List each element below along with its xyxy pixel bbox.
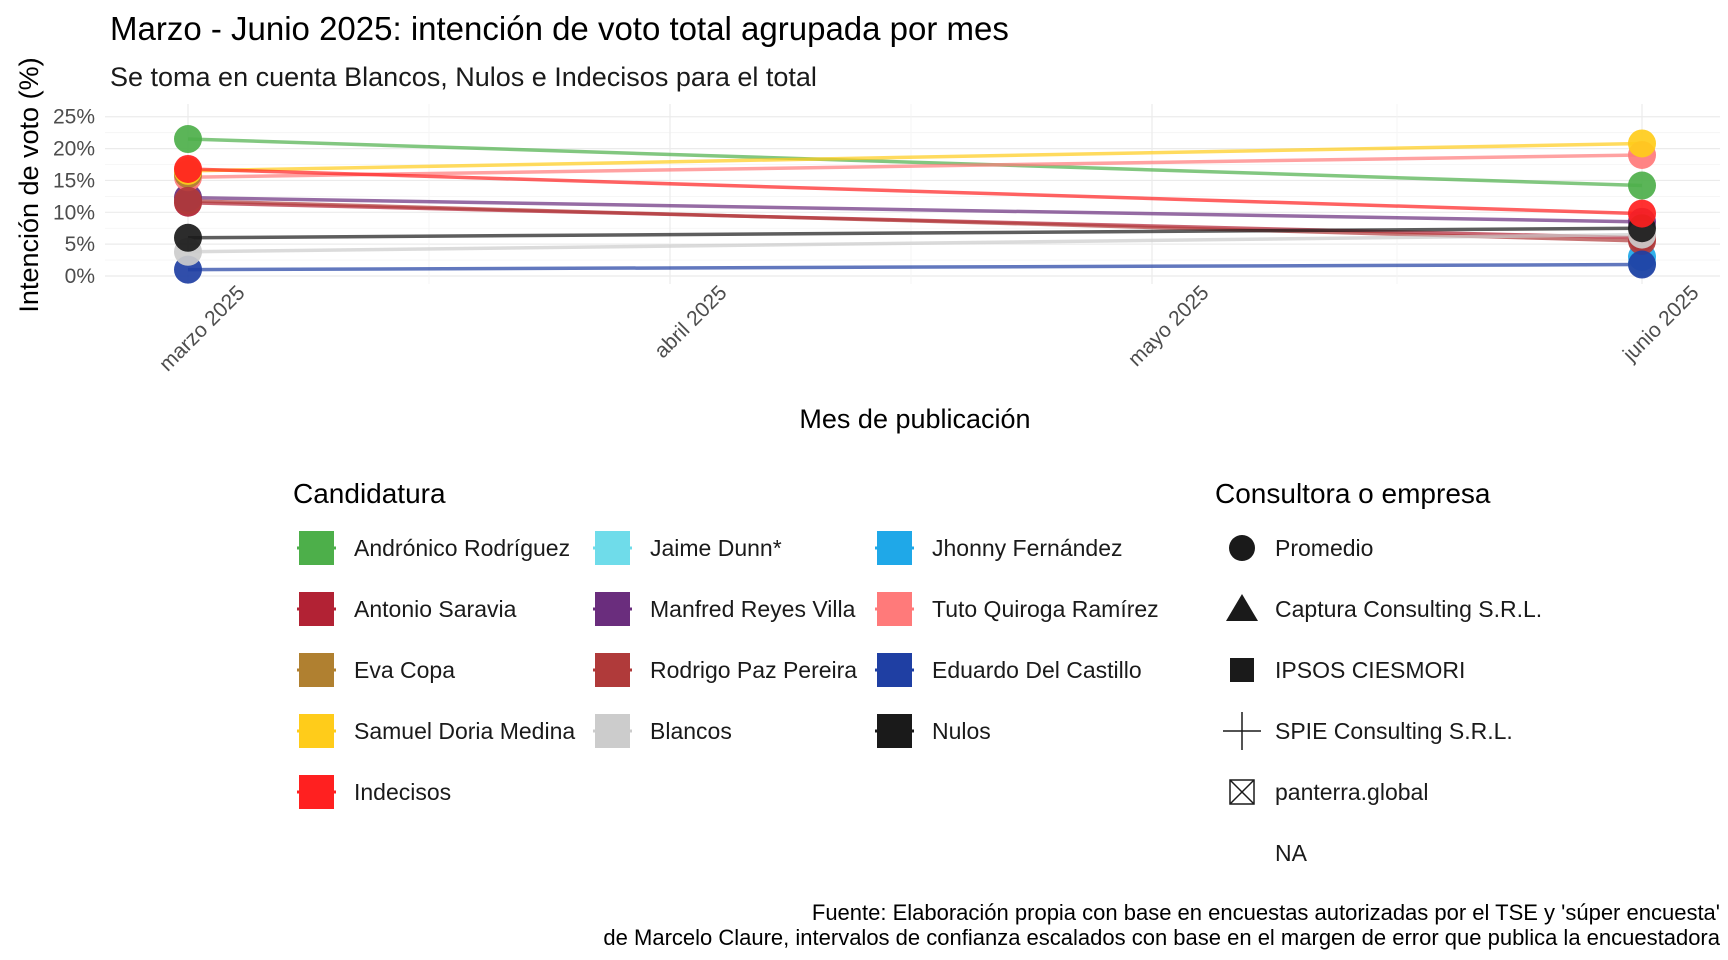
box-x-icon — [1229, 779, 1255, 805]
legend-consultora: Promedio Captura Consulting S.R.L. IPSOS C… — [1223, 535, 1542, 866]
y-axis-title: Intención de voto (%) — [14, 57, 44, 312]
legend-item-captura-consulting-s-r-l: Captura Consulting S.R.L. — [1226, 594, 1542, 622]
legend-item-indecisos: Indecisos — [297, 775, 451, 809]
legend-consultora-title: Consultora o empresa — [1215, 478, 1491, 509]
point-rodrigo-paz-pereira — [174, 186, 202, 215]
point-eduardo-del-castillo — [1628, 250, 1656, 279]
legend-item-manfred-reyes-villa: Manfred Reyes Villa — [593, 592, 856, 626]
y-tick-label: 10% — [53, 201, 95, 224]
line-samuel-doria-medina — [187, 141, 1643, 173]
legend-label-jhonny-fernandez: Jhonny Fernández — [932, 535, 1123, 561]
series-lines — [187, 137, 1643, 272]
y-axis-ticks: 0% 5% 10% 15% 20% 25% — [53, 106, 95, 288]
legend-label-na: NA — [1275, 840, 1308, 866]
legend-label-captura-consulting-s-r-l: Captura Consulting S.R.L. — [1275, 596, 1542, 622]
grid-lines — [105, 104, 1720, 284]
line-indecisos — [187, 167, 1643, 216]
legend-item-eduardo-del-castillo: Eduardo Del Castillo — [875, 653, 1142, 687]
line-rodrigo-paz-pereira — [187, 199, 1643, 243]
legend-label-panterra-global: panterra.global — [1275, 779, 1428, 805]
legend-label-samuel-doria-medina: Samuel Doria Medina — [354, 718, 575, 744]
x-tick-label: marzo 2025 — [155, 281, 250, 376]
legend-item-rodrigo-paz-pereira: Rodrigo Paz Pereira — [593, 653, 857, 687]
point-indecisos — [174, 154, 202, 183]
y-tick-label: 15% — [53, 169, 95, 192]
point-indecisos — [1628, 199, 1656, 228]
legend-label-antonio-saravia: Antonio Saravia — [354, 596, 517, 622]
legend-label-promedio: Promedio — [1275, 535, 1373, 561]
legend-item-spie-consulting-s-r-l: SPIE Consulting S.R.L. — [1223, 712, 1513, 750]
legend-item-jhonny-fernandez: Jhonny Fernández — [875, 531, 1123, 565]
y-tick-label: 5% — [65, 233, 95, 256]
line-blancos — [187, 232, 1643, 254]
legend-label-spie-consulting-s-r-l: SPIE Consulting S.R.L. — [1275, 718, 1513, 744]
legend-label-jaime-dunn: Jaime Dunn* — [650, 535, 782, 561]
x-tick-label: abril 2025 — [650, 281, 731, 362]
x-axis-ticks: marzo 2025 abril 2025 mayo 2025 junio 2025 — [155, 281, 1704, 376]
line-eduardo-del-castillo — [187, 262, 1643, 272]
y-tick-label: 20% — [53, 138, 95, 161]
point-nulos — [174, 223, 202, 252]
legend-label-indecisos: Indecisos — [354, 779, 451, 805]
legend-item-andronico-rodriguez: Andrónico Rodríguez — [297, 531, 570, 565]
legend-item-promedio: Promedio — [1229, 535, 1373, 561]
legend-item-na: NA — [1275, 840, 1308, 866]
legend-item-samuel-doria-medina: Samuel Doria Medina — [297, 714, 575, 748]
legend-candidatura: Andrónico Rodríguez Antonio Saravia Eva Co… — [297, 531, 1159, 809]
legend-label-rodrigo-paz-pereira: Rodrigo Paz Pereira — [650, 657, 857, 683]
legend-candidatura-title: Candidatura — [293, 478, 446, 509]
legend-item-blancos: Blancos — [593, 714, 732, 748]
x-tick-label: junio 2025 — [1618, 281, 1704, 367]
point-samuel-doria-medina — [1628, 129, 1656, 158]
legend-label-eduardo-del-castillo: Eduardo Del Castillo — [932, 657, 1142, 683]
legend-item-jaime-dunn: Jaime Dunn* — [593, 531, 782, 565]
chart-subtitle: Se toma en cuenta Blancos, Nulos e Indec… — [110, 62, 817, 92]
legend-label-blancos: Blancos — [650, 718, 732, 744]
series-points — [174, 125, 1656, 284]
triangle-icon — [1226, 594, 1258, 621]
y-tick-label: 0% — [65, 265, 95, 288]
point-andronico-rodriguez — [1628, 171, 1656, 200]
legend-label-tuto-quiroga-ramirez: Tuto Quiroga Ramírez — [932, 596, 1159, 622]
legend-label-eva-copa: Eva Copa — [354, 657, 455, 683]
legend-item-antonio-saravia: Antonio Saravia — [297, 592, 517, 626]
box-x-icon — [1229, 779, 1255, 805]
chart-title: Marzo - Junio 2025: intención de voto to… — [110, 10, 1009, 47]
legend-item-tuto-quiroga-ramirez: Tuto Quiroga Ramírez — [875, 592, 1159, 626]
legend-item-nulos: Nulos — [875, 714, 991, 748]
legend-item-eva-copa: Eva Copa — [297, 653, 455, 687]
legend-label-andronico-rodriguez: Andrónico Rodríguez — [354, 535, 570, 561]
legend-label-nulos: Nulos — [932, 718, 991, 744]
x-tick-label: mayo 2025 — [1124, 281, 1214, 371]
x-axis-title: Mes de publicación — [799, 404, 1030, 434]
circle-icon — [1229, 535, 1255, 561]
legend-item-ipsos-ciesmori: IPSOS CIESMORI — [1230, 657, 1465, 683]
legend-label-manfred-reyes-villa: Manfred Reyes Villa — [650, 596, 856, 622]
y-tick-label: 25% — [53, 106, 95, 129]
point-andronico-rodriguez — [174, 125, 202, 154]
line-andronico-rodriguez — [187, 137, 1643, 188]
legend-label-ipsos-ciesmori: IPSOS CIESMORI — [1275, 657, 1465, 683]
line-tuto-quiroga-ramirez — [187, 153, 1643, 180]
caption-line-2: de Marcelo Claure, intervalos de confian… — [603, 925, 1720, 950]
square-icon — [1230, 658, 1254, 682]
line-nulos — [187, 226, 1643, 240]
legend-item-panterra-global: panterra.global — [1229, 779, 1428, 805]
caption-line-1: Fuente: Elaboración propia con base en e… — [812, 900, 1720, 925]
line-manfred-reyes-villa — [187, 195, 1643, 224]
